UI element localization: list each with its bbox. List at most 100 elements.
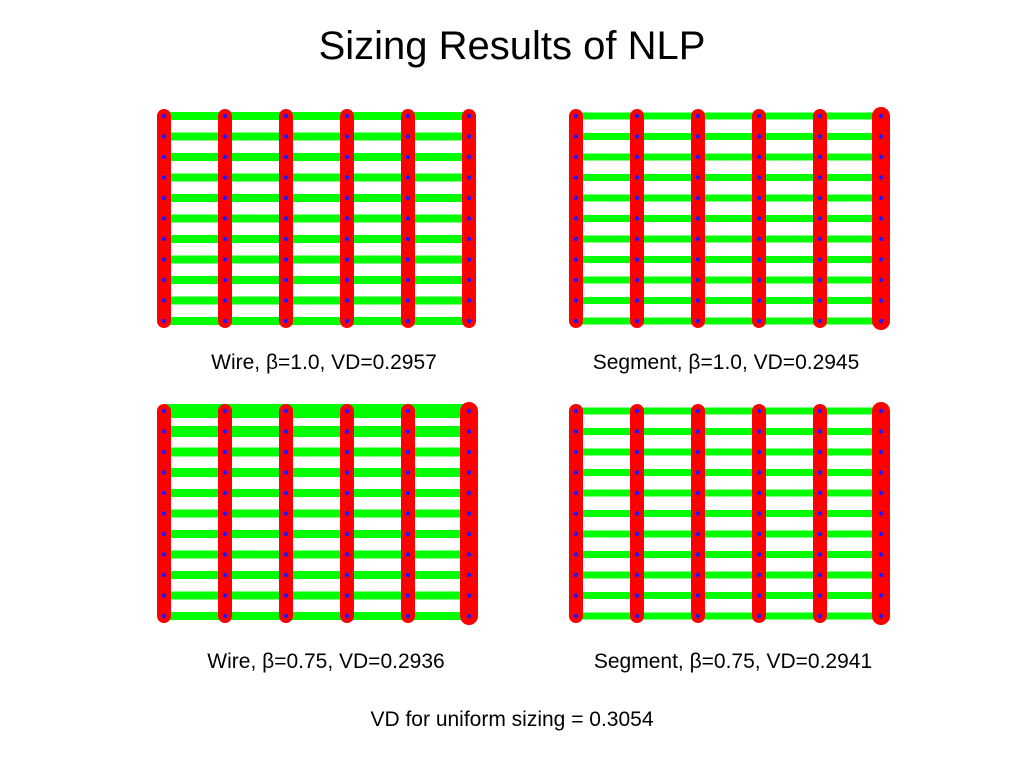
- grid-node: [878, 318, 884, 324]
- grid-node: [695, 429, 701, 434]
- grid-node: [222, 593, 228, 598]
- grid-node: [405, 236, 411, 242]
- grid-node: [878, 113, 884, 119]
- grid-node: [222, 175, 228, 180]
- grid-node: [878, 613, 884, 619]
- grid-node: [817, 277, 823, 283]
- grid-node: [634, 593, 640, 598]
- grid-node: [817, 572, 823, 578]
- grid-node: [817, 175, 823, 180]
- grid-node: [344, 470, 350, 475]
- grid-node: [405, 552, 411, 557]
- grid-node: [695, 113, 701, 119]
- grid-node: [283, 318, 289, 324]
- grid-node: [817, 298, 823, 303]
- grid-node: [466, 470, 472, 475]
- grid-node: [344, 552, 350, 557]
- grid-node: [466, 175, 472, 180]
- grid-node: [695, 613, 701, 619]
- grid-node: [466, 113, 472, 119]
- grid-node: [344, 195, 350, 201]
- grid-node: [222, 277, 228, 283]
- grid-node: [222, 429, 228, 434]
- grid-node: [466, 298, 472, 303]
- grid-node: [634, 175, 640, 180]
- grid-node: [817, 593, 823, 598]
- grid-node: [878, 195, 884, 201]
- grid-node: [756, 257, 762, 262]
- grid-node: [466, 134, 472, 139]
- grid-node: [161, 134, 167, 139]
- grid-node: [405, 470, 411, 475]
- power-grid-wire-beta-1.0: [157, 109, 476, 328]
- grid-node: [161, 236, 167, 242]
- grid-node: [466, 552, 472, 557]
- grid-node: [756, 613, 762, 619]
- grid-node: [634, 429, 640, 434]
- grid-node: [161, 613, 167, 619]
- grid-node: [344, 257, 350, 262]
- grid-node: [466, 154, 472, 160]
- grid-node: [756, 531, 762, 537]
- grid-node: [466, 216, 472, 221]
- grid-node: [344, 298, 350, 303]
- grid-node: [344, 318, 350, 324]
- grid-node: [756, 572, 762, 578]
- grid-node: [161, 298, 167, 303]
- grid-node: [878, 552, 884, 557]
- grid-node: [344, 236, 350, 242]
- grid-node: [161, 429, 167, 434]
- grid-node: [283, 257, 289, 262]
- grid-node: [222, 216, 228, 221]
- grid-node: [573, 449, 579, 455]
- grid-node: [405, 113, 411, 119]
- grid-node: [283, 408, 289, 414]
- grid-node: [756, 216, 762, 221]
- grid-node: [573, 113, 579, 119]
- grid-node: [161, 449, 167, 455]
- grid-node: [222, 613, 228, 619]
- grid-node: [161, 175, 167, 180]
- grid-node: [878, 134, 884, 139]
- grid-node: [405, 613, 411, 619]
- grid-node: [756, 175, 762, 180]
- grid-node: [817, 408, 823, 414]
- grid-node: [405, 195, 411, 201]
- grid-node: [756, 277, 762, 283]
- grid-node: [466, 408, 472, 414]
- grid-node: [817, 613, 823, 619]
- grid-node: [634, 490, 640, 496]
- grid-node: [573, 593, 579, 598]
- grid-node: [161, 531, 167, 537]
- panel-caption-segment-beta-1.0: Segment, β=1.0, VD=0.2945: [592, 351, 860, 374]
- grid-node: [634, 318, 640, 324]
- grid-node: [756, 154, 762, 160]
- grid-node: [405, 298, 411, 303]
- grid-node: [283, 531, 289, 537]
- panel-caption-segment-beta-0.75: Segment, β=0.75, VD=0.2941: [593, 650, 873, 673]
- power-grid-segment-beta-1.0: [569, 107, 890, 330]
- grid-node: [878, 154, 884, 160]
- grid-node: [695, 175, 701, 180]
- panel-caption-wire-beta-1.0: Wire, β=1.0, VD=0.2957: [211, 351, 437, 374]
- panel-caption-wire-beta-0.75: Wire, β=0.75, VD=0.2936: [207, 650, 445, 673]
- grid-node: [405, 257, 411, 262]
- grid-node: [344, 572, 350, 578]
- grid-node: [344, 613, 350, 619]
- grid-node: [634, 236, 640, 242]
- grid-node: [634, 216, 640, 221]
- grid-node: [695, 318, 701, 324]
- grid-node: [344, 175, 350, 180]
- grid-node: [344, 113, 350, 119]
- grid-node: [283, 113, 289, 119]
- grid-node: [283, 216, 289, 221]
- grid-node: [878, 593, 884, 598]
- grid-node: [405, 216, 411, 221]
- grid-node: [466, 195, 472, 201]
- grid-node: [161, 318, 167, 324]
- grid-node: [878, 236, 884, 242]
- grid-node: [817, 531, 823, 537]
- grid-node: [344, 490, 350, 496]
- grid-node: [161, 277, 167, 283]
- grid-node: [695, 195, 701, 201]
